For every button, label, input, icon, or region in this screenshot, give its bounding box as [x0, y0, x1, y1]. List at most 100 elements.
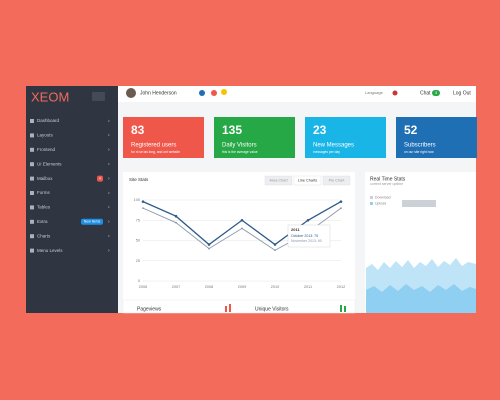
menu-badge: [97, 175, 103, 182]
realtime-area-upload: [366, 284, 476, 313]
chart-button[interactable]: [293, 175, 322, 186]
legend-label: Upload: [375, 201, 386, 205]
legend-label: Download: [375, 195, 391, 199]
menu-item[interactable]: Tables: [37, 205, 51, 210]
task-icon[interactable]: [221, 89, 227, 95]
menu-icon: [30, 205, 34, 210]
avatar: [126, 88, 136, 98]
logout[interactable]: Log Out: [453, 90, 471, 96]
flag: [392, 90, 398, 96]
pageviews-icon: [229, 304, 231, 312]
y-tick-label: 100: [134, 198, 140, 202]
visitors-icon: [340, 305, 342, 312]
realtime-title: Real Time Stats: [370, 176, 406, 182]
notify-icon[interactable]: [199, 90, 205, 96]
x-tick-label: 2008: [205, 285, 213, 289]
menu-icon: [30, 133, 34, 138]
series-point: [141, 200, 145, 203]
stat-title: New Messages: [313, 143, 354, 149]
menu-arrow: ›: [108, 133, 110, 139]
menu-arrow: ›: [108, 190, 110, 196]
menu-item[interactable]: Dashboard: [37, 118, 60, 123]
series-point: [240, 218, 244, 222]
stat-value: 52: [404, 123, 418, 137]
menu-item[interactable]: Charts: [37, 233, 51, 238]
brand: XEOM: [31, 89, 69, 104]
stat-text: this is the average value: [222, 150, 258, 154]
stat-card: [123, 117, 204, 158]
sidebar: [26, 86, 118, 313]
menu-badge-text: 4: [99, 177, 101, 181]
menu-item[interactable]: Mailbox: [37, 176, 53, 181]
stat-card: [396, 117, 477, 158]
menu-arrow: ›: [108, 147, 110, 153]
menu-icon: [30, 248, 34, 253]
bottom-title: Pageviews: [137, 306, 162, 312]
visitors-icon: [344, 306, 346, 312]
menu-badge-text: New Items: [84, 220, 101, 224]
tooltip-title: 2011: [291, 227, 300, 232]
stat-card: [305, 117, 386, 158]
stat-text: for ni se las long, and ont website: [131, 150, 180, 154]
chat-badge: [432, 90, 440, 96]
tooltip: [287, 224, 331, 248]
tooltip-line: October 2013: 75: [291, 234, 318, 238]
series-point: [273, 243, 277, 246]
menu-toggle[interactable]: [92, 92, 105, 101]
menu-arrow: ›: [108, 205, 110, 211]
chart-button[interactable]: [322, 175, 351, 186]
series-point: [241, 227, 243, 230]
stat-value: 83: [131, 123, 145, 137]
bottom-title: Unique Visitors: [255, 306, 289, 312]
menu-item[interactable]: Layouts: [37, 133, 54, 138]
x-tick-label: 2010: [271, 285, 279, 289]
chart-button-label[interactable]: Line Charts: [298, 179, 318, 183]
series-point: [306, 218, 310, 222]
series-point: [142, 207, 144, 210]
x-tick-label: 2007: [172, 285, 180, 289]
series-point: [207, 243, 211, 246]
menu-icon: [30, 191, 34, 195]
chart-title: Site Stats: [129, 177, 149, 182]
x-tick-label: 2012: [337, 285, 345, 289]
x-tick-label: 2006: [139, 285, 147, 289]
stat-text: messages per day: [313, 150, 340, 154]
stat-title: Registered users: [131, 143, 176, 149]
tooltip-line: November 2013: 60: [291, 239, 322, 243]
menu-arrow: ›: [108, 162, 110, 168]
chart-button[interactable]: [264, 175, 293, 186]
series-point: [274, 249, 276, 252]
series-point: [340, 207, 342, 210]
menu-icon: [30, 147, 34, 152]
menu-icon: [30, 219, 34, 224]
menu-arrow: ›: [108, 234, 110, 240]
menu-item[interactable]: Menu Levels: [37, 248, 63, 253]
x-tick-label: 2011: [304, 285, 312, 289]
menu-item[interactable]: Forms: [37, 190, 50, 195]
y-tick-label: 0: [138, 279, 140, 283]
legend-swatch: [370, 202, 373, 205]
menu-arrow: ›: [108, 219, 110, 225]
legend-swatch: [370, 196, 373, 199]
stat-text: on our site right now: [404, 150, 434, 154]
chart-button-label[interactable]: Area Chart: [269, 179, 288, 183]
menu-item[interactable]: UI Elements: [37, 161, 62, 166]
menu-arrow: ›: [108, 176, 110, 182]
mail-icon[interactable]: [211, 90, 217, 96]
menu-badge: [81, 218, 103, 225]
stat-value: 135: [222, 123, 242, 137]
chart-button-label[interactable]: Pie Chart: [329, 179, 346, 183]
chat[interactable]: Chat: [420, 90, 431, 96]
series-point: [339, 200, 343, 203]
menu-arrow: ›: [108, 248, 110, 254]
menu-icon: [30, 176, 34, 181]
language[interactable]: Language: [365, 90, 384, 95]
user-name[interactable]: John Henderson: [140, 90, 177, 96]
menu-item[interactable]: Frontend: [37, 147, 56, 152]
menu-arrow: ›: [108, 118, 110, 124]
stat-title: Subscribers: [404, 143, 436, 149]
bottom-panel: [122, 299, 356, 314]
menu-item[interactable]: Extra: [37, 219, 48, 224]
series-point: [175, 221, 177, 224]
